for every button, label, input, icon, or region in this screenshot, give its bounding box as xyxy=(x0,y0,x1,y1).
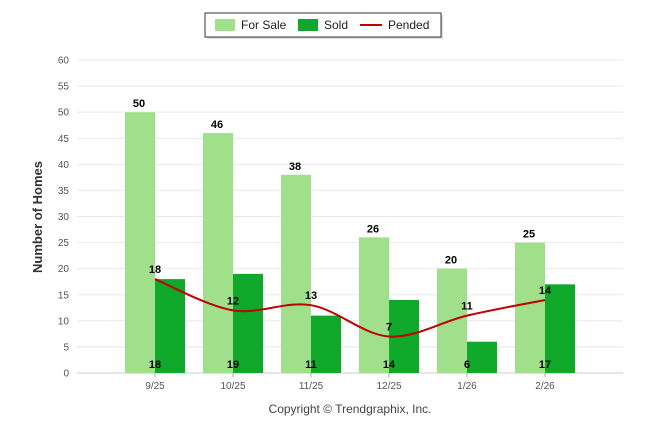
bar-sold[interactable] xyxy=(233,273,263,373)
pended-line[interactable] xyxy=(154,278,546,338)
y-tick-label: 60 xyxy=(58,56,70,67)
y-axis-label: Number of Homes xyxy=(30,161,45,273)
bar-sold[interactable] xyxy=(311,315,341,373)
y-tick-label: 0 xyxy=(63,369,69,380)
x-tick-label: 12/25 xyxy=(376,381,401,392)
data-label-sold: 14 xyxy=(383,359,396,371)
x-tick-label: 11/25 xyxy=(299,381,324,392)
x-tick-label: 9/25 xyxy=(145,381,165,392)
data-label-sold: 6 xyxy=(464,359,470,371)
data-label-for-sale: 50 xyxy=(133,98,145,110)
bar-for-sale[interactable] xyxy=(359,237,389,373)
copyright-credit: Copyright © Trendgraphix, Inc. xyxy=(269,402,432,416)
bar-sold[interactable] xyxy=(545,284,575,373)
legend-swatch-sold[interactable] xyxy=(298,19,318,31)
bar-for-sale[interactable] xyxy=(281,174,311,373)
y-tick-label: 5 xyxy=(63,342,69,353)
data-label-pended: 11 xyxy=(461,301,473,313)
legend: For Sale Sold Pended xyxy=(204,12,443,39)
y-tick-label: 55 xyxy=(58,82,70,93)
data-label-for-sale: 20 xyxy=(445,255,457,267)
data-label-sold: 18 xyxy=(149,359,161,371)
legend-box xyxy=(204,12,442,38)
legend-swatch-for-sale[interactable] xyxy=(215,19,235,31)
y-tick-label: 25 xyxy=(58,238,70,249)
x-tick-label: 10/25 xyxy=(220,381,245,392)
bar-sold[interactable] xyxy=(155,279,185,373)
data-label-for-sale: 26 xyxy=(367,223,379,235)
y-tick-label: 10 xyxy=(58,316,70,327)
data-label-for-sale: 46 xyxy=(211,119,223,131)
y-axis-ticks: 0 5 10 15 20 25 30 35 40 45 50 55 60 xyxy=(58,56,70,380)
data-label-pended: 13 xyxy=(305,290,317,302)
y-tick-label: 50 xyxy=(58,108,70,119)
y-tick-label: 20 xyxy=(58,264,70,275)
y-tick-label: 40 xyxy=(58,160,70,171)
legend-label-pended[interactable]: Pended xyxy=(388,18,429,32)
data-label-pended: 18 xyxy=(149,264,161,276)
data-label-sold: 17 xyxy=(539,359,551,371)
legend-label-for-sale[interactable]: For Sale xyxy=(241,18,287,32)
pended-line-group xyxy=(154,278,546,338)
bars xyxy=(125,112,575,374)
data-label-sold: 11 xyxy=(305,359,317,371)
data-labels: 50 18 46 19 38 11 26 14 20 6 25 17 18 12 13 7 11 14 xyxy=(133,98,552,371)
data-label-for-sale: 38 xyxy=(289,161,301,173)
y-tick-label: 45 xyxy=(58,134,70,145)
x-axis-ticks: 9/25 10/25 11/25 12/25 1/26 2/26 xyxy=(145,373,555,392)
data-label-pended: 14 xyxy=(539,285,552,297)
data-label-pended: 12 xyxy=(227,295,239,307)
y-tick-label: 15 xyxy=(58,290,70,301)
x-tick-label: 1/26 xyxy=(457,381,477,392)
data-label-for-sale: 25 xyxy=(523,229,535,241)
data-label-pended: 7 xyxy=(386,321,392,333)
legend-label-sold[interactable]: Sold xyxy=(324,18,348,32)
bar-sold[interactable] xyxy=(467,341,497,373)
y-tick-label: 35 xyxy=(58,186,70,197)
bar-for-sale[interactable] xyxy=(515,242,545,373)
bar-for-sale[interactable] xyxy=(203,133,233,373)
bar-for-sale[interactable] xyxy=(125,112,155,374)
x-tick-label: 2/26 xyxy=(535,381,555,392)
y-tick-label: 30 xyxy=(58,212,70,223)
data-label-sold: 19 xyxy=(227,359,239,371)
